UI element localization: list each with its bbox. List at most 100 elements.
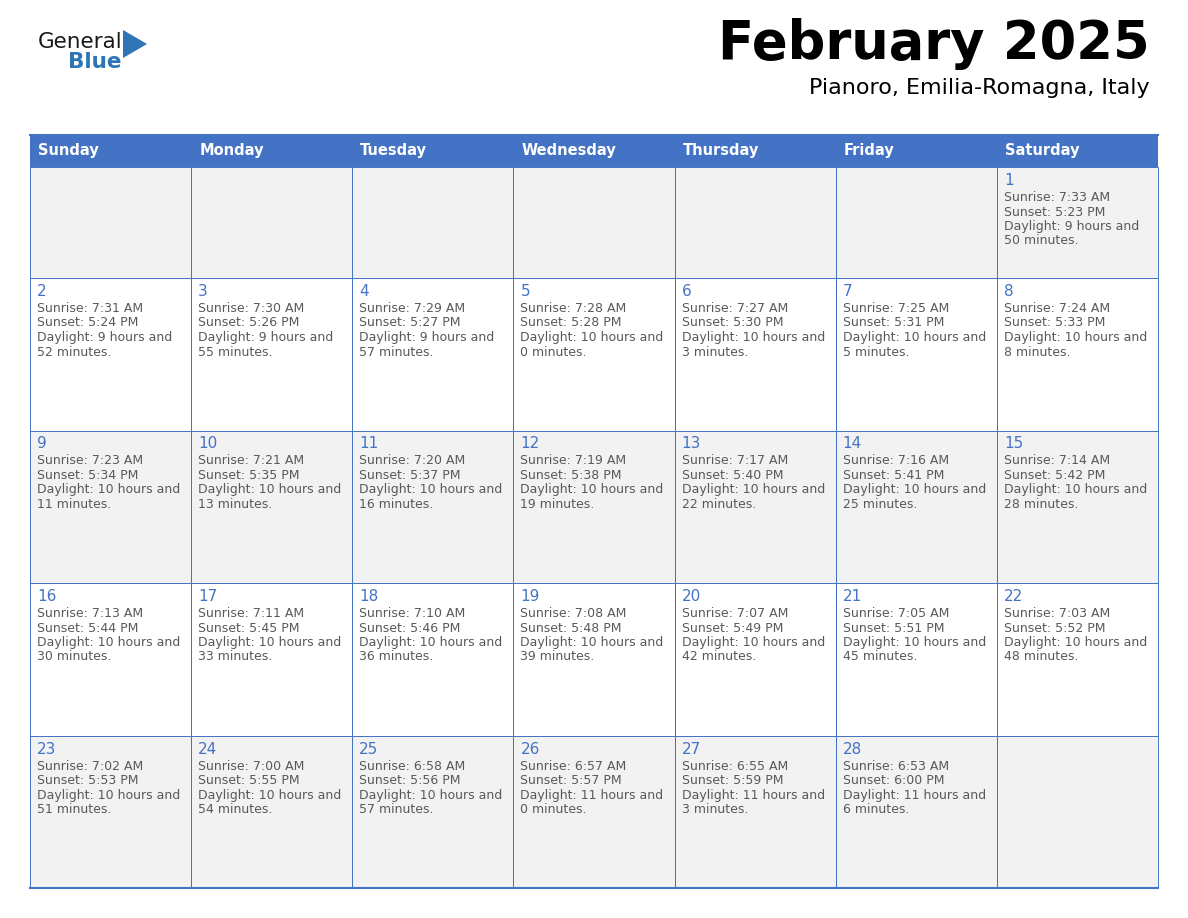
Bar bbox=[997, 735, 1158, 888]
Bar bbox=[997, 583, 1158, 735]
Text: Sunrise: 6:55 AM: Sunrise: 6:55 AM bbox=[682, 759, 788, 773]
Text: Sunset: 5:35 PM: Sunset: 5:35 PM bbox=[198, 469, 299, 482]
Text: Daylight: 10 hours and: Daylight: 10 hours and bbox=[520, 636, 664, 649]
Text: Sunrise: 7:08 AM: Sunrise: 7:08 AM bbox=[520, 607, 627, 620]
Text: 25: 25 bbox=[359, 742, 379, 756]
Text: Sunrise: 7:27 AM: Sunrise: 7:27 AM bbox=[682, 302, 788, 315]
Text: Sunset: 5:38 PM: Sunset: 5:38 PM bbox=[520, 469, 623, 482]
Text: Sunrise: 7:07 AM: Sunrise: 7:07 AM bbox=[682, 607, 788, 620]
Text: 22: 22 bbox=[1004, 589, 1023, 604]
Text: 19: 19 bbox=[520, 589, 539, 604]
Text: Sunrise: 7:00 AM: Sunrise: 7:00 AM bbox=[198, 759, 304, 773]
Text: 8: 8 bbox=[1004, 284, 1013, 299]
Text: Wednesday: Wednesday bbox=[522, 143, 617, 159]
Bar bbox=[30, 167, 191, 278]
Text: 11: 11 bbox=[359, 436, 379, 452]
Text: Sunset: 5:37 PM: Sunset: 5:37 PM bbox=[359, 469, 461, 482]
Text: 4: 4 bbox=[359, 284, 369, 299]
Text: 0 minutes.: 0 minutes. bbox=[520, 803, 587, 816]
Text: Sunset: 5:40 PM: Sunset: 5:40 PM bbox=[682, 469, 783, 482]
Text: Sunrise: 7:24 AM: Sunrise: 7:24 AM bbox=[1004, 302, 1110, 315]
Text: 6: 6 bbox=[682, 284, 691, 299]
Bar bbox=[191, 278, 353, 431]
Text: 16: 16 bbox=[37, 589, 56, 604]
Text: Daylight: 10 hours and: Daylight: 10 hours and bbox=[1004, 636, 1148, 649]
Text: 57 minutes.: 57 minutes. bbox=[359, 803, 434, 816]
Text: 5: 5 bbox=[520, 284, 530, 299]
Text: 50 minutes.: 50 minutes. bbox=[1004, 234, 1079, 248]
Text: 9: 9 bbox=[37, 436, 46, 452]
Text: Sunset: 5:53 PM: Sunset: 5:53 PM bbox=[37, 774, 139, 787]
Text: Sunset: 5:48 PM: Sunset: 5:48 PM bbox=[520, 621, 623, 634]
Text: Daylight: 10 hours and: Daylight: 10 hours and bbox=[37, 789, 181, 801]
Text: Sunrise: 6:53 AM: Sunrise: 6:53 AM bbox=[842, 759, 949, 773]
Text: Sunset: 5:28 PM: Sunset: 5:28 PM bbox=[520, 317, 623, 330]
Text: Sunset: 5:34 PM: Sunset: 5:34 PM bbox=[37, 469, 138, 482]
Text: Sunset: 5:52 PM: Sunset: 5:52 PM bbox=[1004, 621, 1105, 634]
Text: 27: 27 bbox=[682, 742, 701, 756]
Text: 7: 7 bbox=[842, 284, 852, 299]
Text: Sunrise: 6:57 AM: Sunrise: 6:57 AM bbox=[520, 759, 627, 773]
Bar bbox=[513, 431, 675, 583]
Text: 2: 2 bbox=[37, 284, 46, 299]
Text: Daylight: 10 hours and: Daylight: 10 hours and bbox=[1004, 484, 1148, 497]
Text: Daylight: 9 hours and: Daylight: 9 hours and bbox=[37, 331, 172, 344]
Bar bbox=[30, 735, 191, 888]
Polygon shape bbox=[124, 30, 147, 58]
Bar bbox=[835, 135, 997, 167]
Text: 28: 28 bbox=[842, 742, 862, 756]
Text: Daylight: 10 hours and: Daylight: 10 hours and bbox=[37, 636, 181, 649]
Text: Sunset: 5:51 PM: Sunset: 5:51 PM bbox=[842, 621, 944, 634]
Text: Daylight: 10 hours and: Daylight: 10 hours and bbox=[359, 484, 503, 497]
Bar bbox=[191, 135, 353, 167]
Bar bbox=[513, 135, 675, 167]
Text: Sunset: 5:55 PM: Sunset: 5:55 PM bbox=[198, 774, 299, 787]
Text: Monday: Monday bbox=[200, 143, 264, 159]
Text: Daylight: 10 hours and: Daylight: 10 hours and bbox=[198, 636, 341, 649]
Bar bbox=[191, 583, 353, 735]
Text: 28 minutes.: 28 minutes. bbox=[1004, 498, 1079, 511]
Text: Friday: Friday bbox=[843, 143, 895, 159]
Text: Daylight: 11 hours and: Daylight: 11 hours and bbox=[842, 789, 986, 801]
Text: Blue: Blue bbox=[68, 52, 121, 72]
Text: 3: 3 bbox=[198, 284, 208, 299]
Bar bbox=[835, 278, 997, 431]
Text: Sunset: 5:33 PM: Sunset: 5:33 PM bbox=[1004, 317, 1105, 330]
Text: 13: 13 bbox=[682, 436, 701, 452]
Bar bbox=[675, 278, 835, 431]
Bar bbox=[30, 431, 191, 583]
Text: 11 minutes.: 11 minutes. bbox=[37, 498, 112, 511]
Text: Sunrise: 7:31 AM: Sunrise: 7:31 AM bbox=[37, 302, 143, 315]
Text: Sunset: 5:27 PM: Sunset: 5:27 PM bbox=[359, 317, 461, 330]
Text: Sunset: 5:23 PM: Sunset: 5:23 PM bbox=[1004, 206, 1105, 218]
Text: Daylight: 10 hours and: Daylight: 10 hours and bbox=[198, 789, 341, 801]
Text: Sunrise: 7:21 AM: Sunrise: 7:21 AM bbox=[198, 454, 304, 467]
Text: Sunrise: 7:02 AM: Sunrise: 7:02 AM bbox=[37, 759, 144, 773]
Bar bbox=[353, 583, 513, 735]
Text: 54 minutes.: 54 minutes. bbox=[198, 803, 272, 816]
Text: Sunset: 5:42 PM: Sunset: 5:42 PM bbox=[1004, 469, 1105, 482]
Bar bbox=[353, 135, 513, 167]
Text: Daylight: 10 hours and: Daylight: 10 hours and bbox=[37, 484, 181, 497]
Text: Daylight: 10 hours and: Daylight: 10 hours and bbox=[842, 636, 986, 649]
Text: Sunrise: 7:11 AM: Sunrise: 7:11 AM bbox=[198, 607, 304, 620]
Bar bbox=[191, 431, 353, 583]
Text: 6 minutes.: 6 minutes. bbox=[842, 803, 909, 816]
Text: 33 minutes.: 33 minutes. bbox=[198, 651, 272, 664]
Text: Daylight: 10 hours and: Daylight: 10 hours and bbox=[682, 331, 824, 344]
Text: 36 minutes.: 36 minutes. bbox=[359, 651, 434, 664]
Text: 1: 1 bbox=[1004, 173, 1013, 188]
Text: 42 minutes.: 42 minutes. bbox=[682, 651, 756, 664]
Text: General: General bbox=[38, 32, 122, 52]
Text: Daylight: 9 hours and: Daylight: 9 hours and bbox=[1004, 220, 1139, 233]
Text: 51 minutes.: 51 minutes. bbox=[37, 803, 112, 816]
Text: Sunrise: 7:30 AM: Sunrise: 7:30 AM bbox=[198, 302, 304, 315]
Bar bbox=[353, 431, 513, 583]
Text: 45 minutes.: 45 minutes. bbox=[842, 651, 917, 664]
Text: Daylight: 10 hours and: Daylight: 10 hours and bbox=[520, 484, 664, 497]
Text: Daylight: 10 hours and: Daylight: 10 hours and bbox=[842, 484, 986, 497]
Bar bbox=[835, 167, 997, 278]
Text: Sunrise: 7:17 AM: Sunrise: 7:17 AM bbox=[682, 454, 788, 467]
Text: 24: 24 bbox=[198, 742, 217, 756]
Text: 0 minutes.: 0 minutes. bbox=[520, 345, 587, 359]
